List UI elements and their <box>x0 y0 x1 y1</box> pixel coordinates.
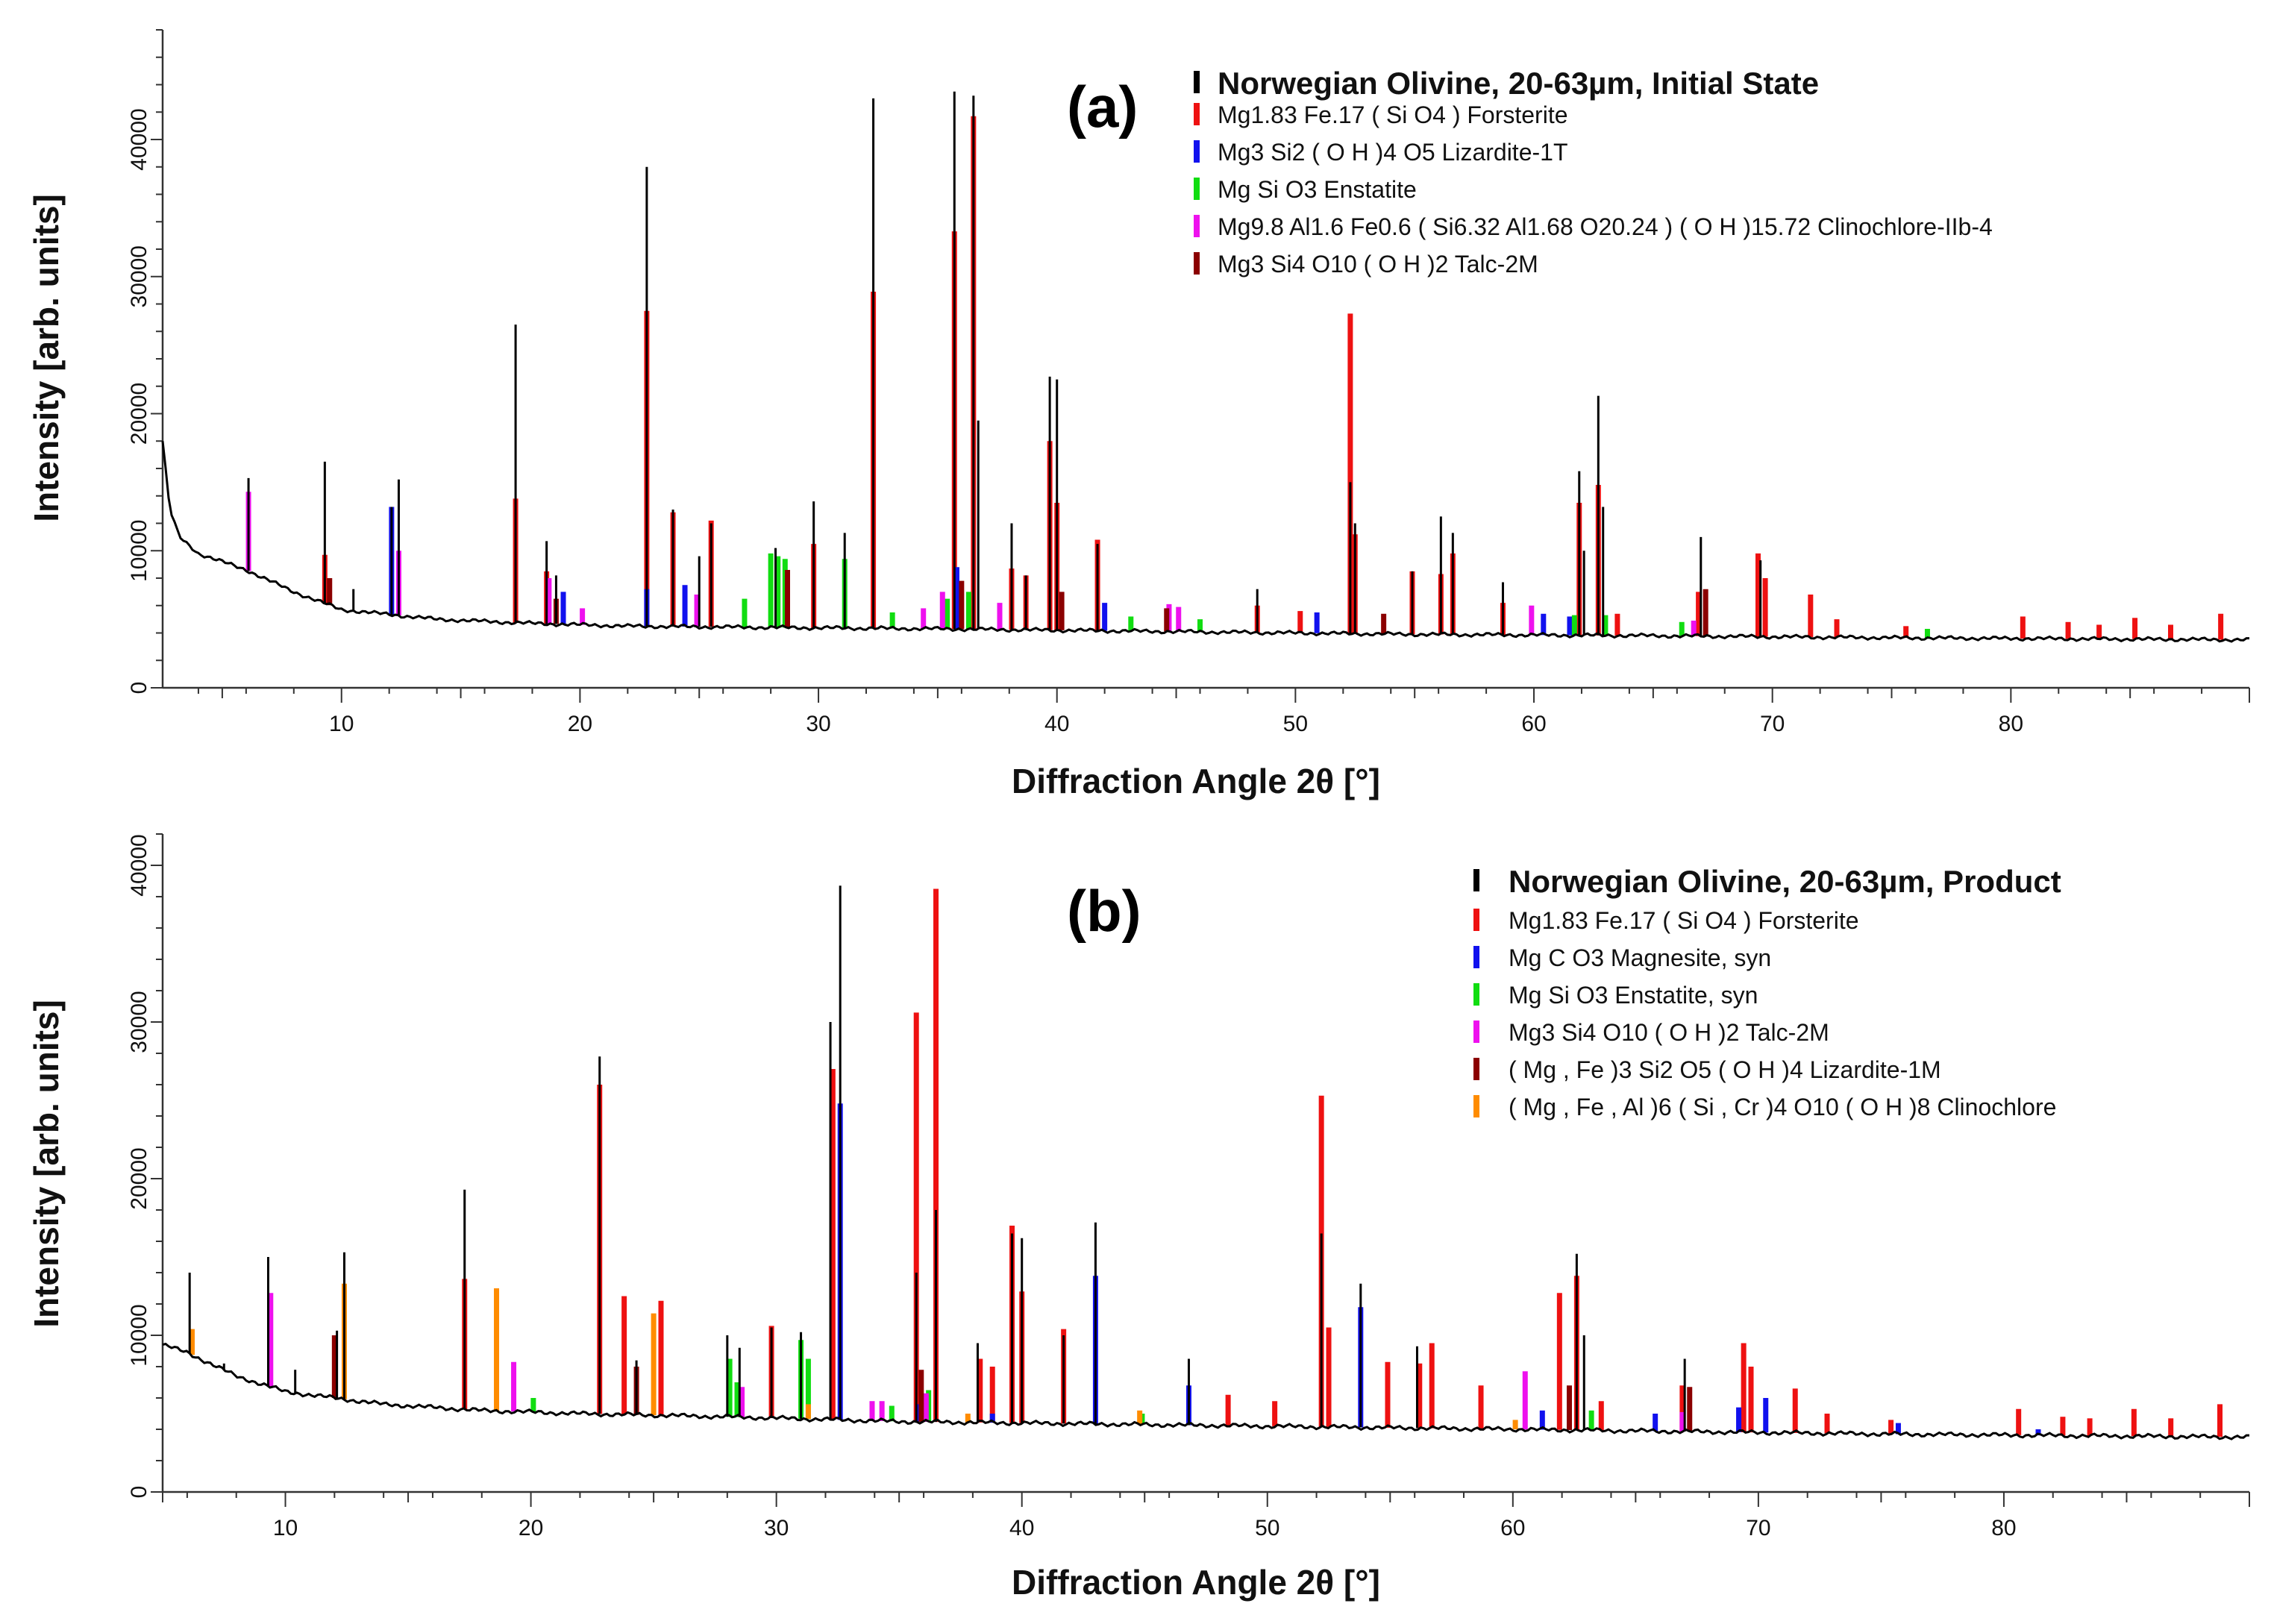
legend-label: Mg3 Si2 ( O H )4 O5 Lizardite-1T <box>1218 139 1567 166</box>
legend-swatch <box>1473 1095 1479 1117</box>
x-tick-label: 40 <box>1009 1516 1034 1540</box>
legend-title: Norwegian Olivine, 20-63µm, Product <box>1509 864 2061 899</box>
legend-title: Norwegian Olivine, 20-63µm, Initial Stat… <box>1218 66 1819 101</box>
y-tick-label: 20000 <box>127 1147 151 1209</box>
x-tick-label: 60 <box>1500 1516 1525 1540</box>
y-tick-label: 30000 <box>127 991 151 1053</box>
x-ticks: 10 20 30 40 50 60 70 80 <box>162 1492 2250 1540</box>
legend-label: Mg C O3 Magnesite, syn <box>1509 944 1771 971</box>
legend-label: Mg9.8 Al1.6 Fe0.6 ( Si6.32 Al1.68 O20.24… <box>1218 213 1993 240</box>
legend-label: ( Mg , Fe )3 Si2 O5 ( O H )4 Lizardite-1… <box>1509 1056 1941 1083</box>
legend-label: Mg3 Si4 O10 ( O H )2 Talc-2M <box>1509 1019 1829 1046</box>
y-axis-title: Intensity [arb. units] <box>27 194 66 522</box>
x-tick-label: 20 <box>519 1516 543 1540</box>
y-tick-label: 40000 <box>127 834 151 896</box>
x-tick-label: 30 <box>764 1516 789 1540</box>
panel-label-b: (b) <box>1067 878 1141 944</box>
chart-panel-a: 0 10000 20000 30000 40000 10 20 30 40 50 60 70 80 (… <box>27 29 2250 800</box>
x-tick-label: 80 <box>1999 712 2023 736</box>
measured-peaks <box>188 885 1686 1432</box>
x-tick-label: 50 <box>1283 712 1308 736</box>
x-tick-label: 20 <box>568 712 592 736</box>
legend-swatch <box>1194 215 1200 237</box>
y-tick-label: 10000 <box>127 1304 151 1366</box>
legend-label: ( Mg , Fe , Al )6 ( Si , Cr )4 O10 ( O H… <box>1509 1094 2056 1120</box>
x-tick-label: 30 <box>806 712 830 736</box>
x-tick-label: 70 <box>1746 1516 1770 1540</box>
legend-label: Mg Si O3 Enstatite <box>1218 176 1417 203</box>
legend-title-swatch <box>1473 869 1479 891</box>
legend-title-swatch <box>1194 71 1200 93</box>
legend-swatch <box>1473 983 1479 1006</box>
x-tick-label: 40 <box>1044 712 1069 736</box>
legend-swatch <box>1473 1058 1479 1080</box>
x-tick-label: 70 <box>1760 712 1785 736</box>
panel-label-a: (a) <box>1067 74 1138 139</box>
x-axis-title: Diffraction Angle 2θ [°] <box>1012 1563 1380 1602</box>
chart-panel-b: 0 10000 20000 30000 40000 10 20 30 40 50 60 70 80 (… <box>27 833 2250 1602</box>
y-tick-label: 30000 <box>127 245 151 307</box>
x-tick-label: 60 <box>1521 712 1546 736</box>
y-ticks: 0 10000 20000 30000 40000 <box>127 29 163 695</box>
legend-swatch <box>1473 946 1479 968</box>
y-axis-title: Intensity [arb. units] <box>27 1000 66 1328</box>
measured-pattern-line <box>162 1342 2249 1440</box>
legend-swatch <box>1194 140 1200 163</box>
legend-label: Mg1.83 Fe.17 ( Si O4 ) Forsterite <box>1509 907 1859 934</box>
y-tick-label: 40000 <box>127 108 151 170</box>
legend: Norwegian Olivine, 20-63µm, Product Mg1.… <box>1473 864 2061 1120</box>
legend-label: Mg3 Si4 O10 ( O H )2 Talc-2M <box>1218 251 1538 278</box>
measured-peaks <box>247 91 1762 637</box>
x-tick-label: 80 <box>1991 1516 2016 1540</box>
x-axis-title: Diffraction Angle 2θ [°] <box>1012 762 1380 800</box>
y-ticks: 0 10000 20000 30000 40000 <box>127 833 163 1499</box>
x-ticks: 10 20 30 40 50 60 70 80 <box>197 688 2250 736</box>
measured-pattern-line <box>161 441 2249 643</box>
legend-label: Mg Si O3 Enstatite, syn <box>1509 982 1758 1009</box>
legend-swatch <box>1473 909 1479 931</box>
legend-label: Mg1.83 Fe.17 ( Si O4 ) Forsterite <box>1218 101 1568 128</box>
legend-swatch <box>1194 252 1200 275</box>
y-tick-label: 0 <box>127 1486 151 1499</box>
x-tick-label: 10 <box>329 712 354 736</box>
legend-swatch <box>1473 1021 1479 1043</box>
y-tick-label: 20000 <box>127 383 151 445</box>
x-tick-label: 10 <box>273 1516 298 1540</box>
x-tick-label: 50 <box>1255 1516 1279 1540</box>
legend-swatch <box>1194 103 1200 125</box>
legend: Norwegian Olivine, 20-63µm, Initial Stat… <box>1194 66 1993 278</box>
legend-swatch <box>1194 178 1200 200</box>
y-tick-label: 10000 <box>127 520 151 582</box>
y-tick-label: 0 <box>127 682 151 695</box>
